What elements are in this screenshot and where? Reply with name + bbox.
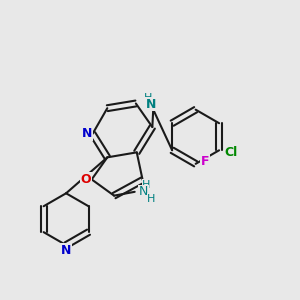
Text: F: F bbox=[201, 155, 209, 168]
Text: H: H bbox=[142, 180, 151, 190]
Text: Cl: Cl bbox=[224, 146, 238, 159]
Text: O: O bbox=[80, 173, 91, 186]
Text: N: N bbox=[61, 244, 71, 257]
Text: H: H bbox=[144, 93, 152, 103]
Text: N: N bbox=[139, 185, 148, 198]
Text: N: N bbox=[146, 98, 156, 111]
Text: H: H bbox=[147, 194, 156, 204]
Text: N: N bbox=[82, 127, 92, 140]
